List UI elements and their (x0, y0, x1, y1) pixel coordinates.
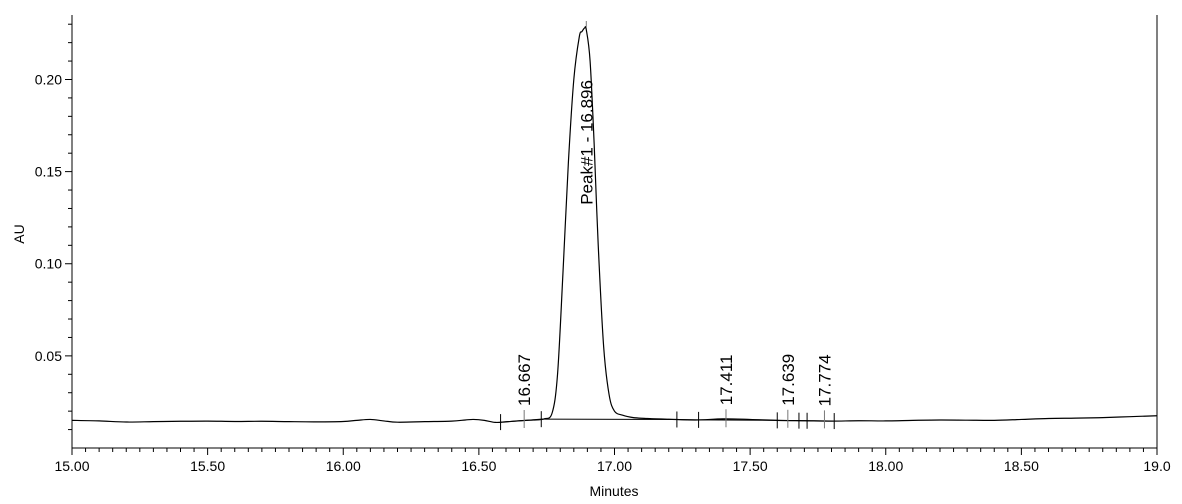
x-tick-label: 15.50 (190, 458, 225, 474)
x-tick-label: 17.50 (733, 458, 768, 474)
y-tick-label: 0.05 (35, 348, 62, 364)
y-axis-title: AU (11, 224, 27, 243)
peak-label: 17.774 (815, 354, 834, 406)
peak-labels: 16.667 Peak#1 - 16.896 17.411 17.639 17.774 (515, 20, 834, 429)
x-tick-label: 19.0 (1143, 458, 1170, 474)
y-tick-label: 0.10 (35, 256, 62, 272)
peak-label: Peak#1 - 16.896 (577, 80, 596, 205)
integration-marks (500, 411, 835, 431)
x-tick-label: 16.50 (461, 458, 496, 474)
x-tick-label: 18.00 (868, 458, 903, 474)
peak-label: 17.639 (779, 354, 798, 406)
signal-trace (71, 26, 1158, 424)
x-tick-label: 17.00 (597, 458, 632, 474)
y-tick-label: 0.20 (35, 71, 62, 87)
x-axis-title: Minutes (589, 483, 638, 499)
peak-label: 17.411 (717, 355, 736, 406)
x-tick-label: 16.00 (326, 458, 361, 474)
y-tick-label: 0.15 (35, 164, 62, 180)
y-axis-ticks: 0.05 0.10 0.15 0.20 (35, 23, 72, 431)
peak-label: 16.667 (515, 354, 534, 406)
x-tick-label: 18.50 (1004, 458, 1039, 474)
x-axis-ticks: 15.00 15.50 16.00 16.50 17.00 17.50 18.00 18.50… (54, 448, 1171, 474)
x-tick-label: 15.00 (54, 458, 89, 474)
